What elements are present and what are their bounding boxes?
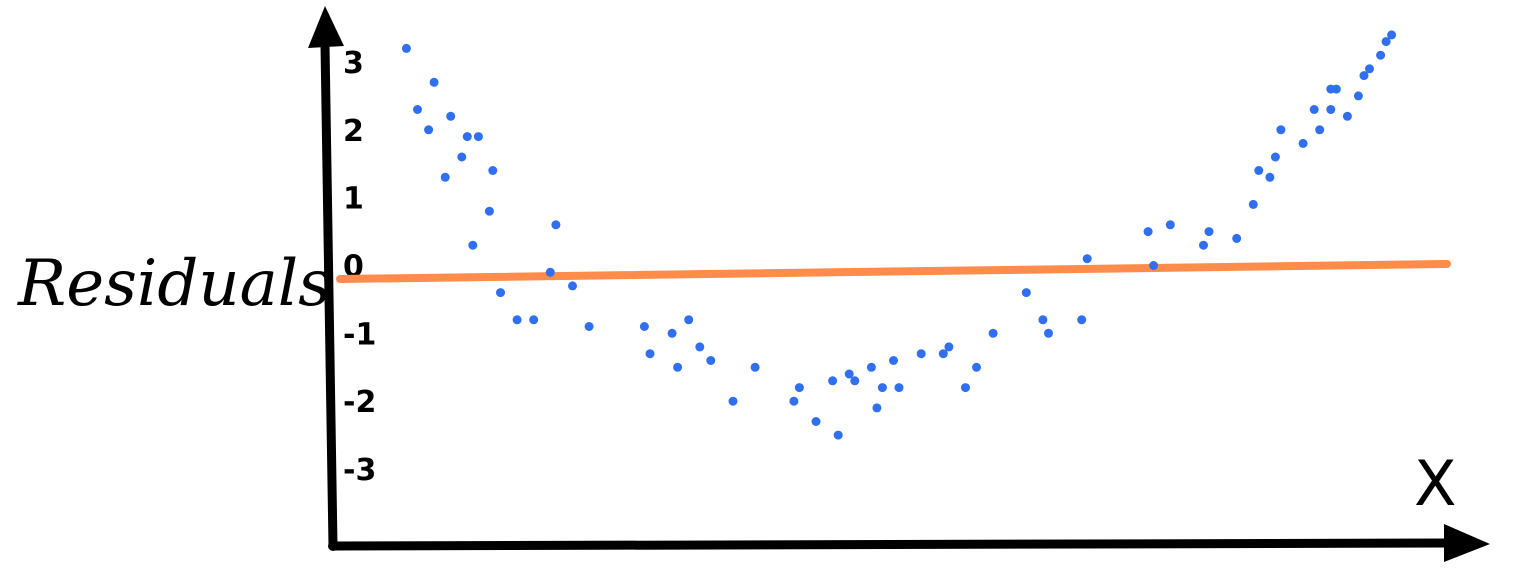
data-point <box>1199 240 1208 250</box>
data-point <box>1165 220 1175 230</box>
data-point <box>413 105 422 114</box>
data-point <box>684 315 694 325</box>
data-point <box>794 383 804 393</box>
data-point <box>551 220 561 230</box>
data-point <box>1315 125 1325 135</box>
data-point <box>667 328 677 338</box>
data-point <box>866 362 876 372</box>
data-point <box>1365 64 1374 74</box>
data-point <box>545 267 555 277</box>
data-point <box>1254 166 1264 175</box>
data-point <box>462 132 472 142</box>
data-point <box>789 396 799 406</box>
data-point <box>1387 30 1397 40</box>
data-point <box>1077 315 1087 325</box>
data-point <box>872 403 882 413</box>
data-point <box>916 349 926 359</box>
data-point <box>1270 152 1280 162</box>
data-point <box>828 376 838 386</box>
data-point <box>1342 111 1352 121</box>
data-point <box>1038 315 1048 325</box>
data-point <box>1298 138 1308 148</box>
data-point <box>889 356 898 365</box>
data-point <box>529 315 539 325</box>
data-point <box>1149 261 1159 270</box>
data-point <box>424 125 434 135</box>
data-point <box>811 417 821 426</box>
data-point <box>894 383 904 393</box>
data-point <box>484 206 494 216</box>
zero-reference-line <box>336 260 1451 283</box>
data-point <box>728 396 738 406</box>
data-point <box>1326 105 1336 114</box>
data-point <box>673 362 683 372</box>
data-point <box>1265 172 1275 182</box>
y-axis-arrowhead <box>308 6 344 48</box>
data-point <box>844 369 854 379</box>
data-point <box>568 281 577 291</box>
data-point <box>639 322 649 331</box>
data-points <box>401 30 1397 440</box>
data-point <box>1381 37 1391 47</box>
data-point <box>944 342 954 352</box>
x-axis-arrowhead <box>1444 524 1490 562</box>
data-point <box>1248 199 1258 209</box>
y-tick-label: -3 <box>343 453 376 488</box>
data-point <box>401 43 411 53</box>
y-axis-label: Residuals <box>17 247 331 321</box>
data-point <box>1082 254 1092 264</box>
data-point <box>850 376 860 386</box>
data-point <box>988 328 998 338</box>
data-point <box>1204 227 1214 237</box>
data-point <box>1232 233 1242 243</box>
data-point <box>1353 91 1363 101</box>
data-point <box>695 342 705 352</box>
data-point <box>1359 71 1369 81</box>
x-axis-line <box>328 538 1455 551</box>
data-point <box>750 362 760 372</box>
data-point <box>1376 50 1386 60</box>
x-axis-label: X <box>1414 447 1456 520</box>
y-tick-label: 3 <box>343 46 364 81</box>
y-tick-label: -2 <box>343 385 376 420</box>
y-tick-label: -1 <box>343 317 376 352</box>
data-point <box>1331 84 1341 94</box>
data-point <box>1143 227 1153 237</box>
y-tick-label: 2 <box>343 114 364 149</box>
data-point <box>706 356 716 365</box>
data-point <box>1044 328 1053 338</box>
y-tick-label: 1 <box>343 182 364 217</box>
axes <box>308 6 1490 562</box>
data-point <box>961 383 970 393</box>
data-point <box>972 362 981 372</box>
data-point <box>488 166 498 175</box>
data-point <box>473 132 483 142</box>
data-point <box>877 383 887 393</box>
data-point <box>512 315 522 325</box>
data-point <box>457 152 467 162</box>
data-point <box>1276 125 1286 135</box>
y-axis-line <box>320 40 338 551</box>
data-point <box>833 430 843 440</box>
data-point <box>496 288 505 298</box>
data-point <box>645 349 655 359</box>
origin-dot <box>328 541 338 551</box>
data-point <box>468 240 478 250</box>
data-point <box>584 322 594 331</box>
data-point <box>429 77 439 87</box>
data-point <box>440 172 450 182</box>
data-point <box>938 349 948 359</box>
data-point <box>446 111 456 121</box>
data-point <box>1309 105 1319 114</box>
data-point <box>1021 288 1031 298</box>
